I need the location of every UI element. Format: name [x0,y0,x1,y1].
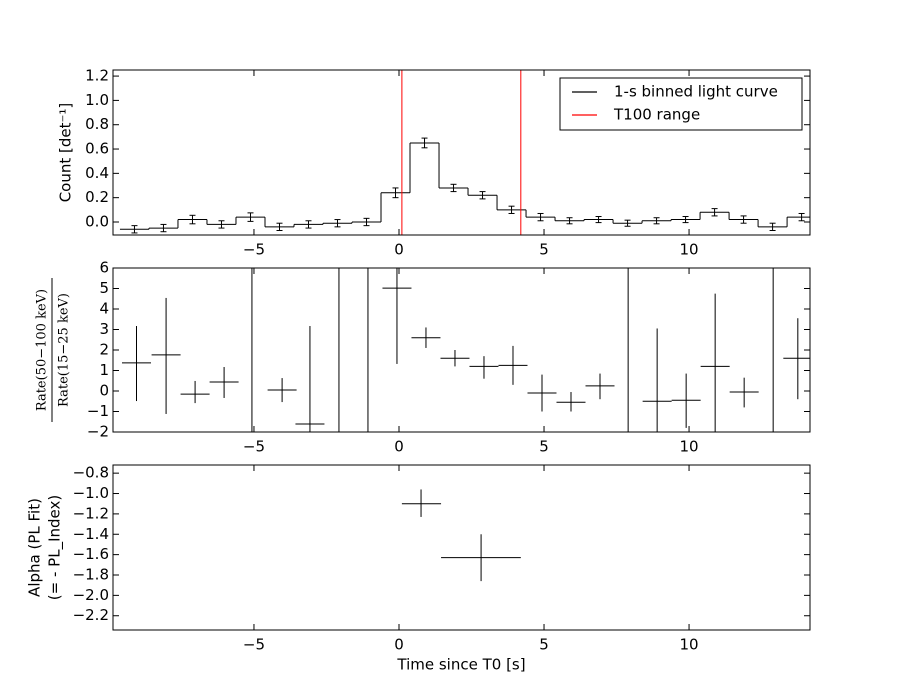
plot-area [119,70,810,235]
axes-frame [112,69,811,236]
y-tick-label: 0.6 [85,140,109,158]
y-tick-label: −1.8 [73,566,109,584]
plot-area [401,489,521,582]
y-tick-label: −1 [87,402,109,420]
legend-label: T100 range [613,106,700,124]
axes-frame [112,464,811,631]
x-tick-label: −5 [243,636,265,654]
y-tick-label: −1.2 [73,504,109,522]
y-tick-label: 0.2 [85,188,109,206]
x-tick-label: 10 [680,241,699,259]
y-tick-label: −1.4 [73,525,109,543]
y-tick-label: −0.8 [73,464,109,482]
legend-label: 1-s binned light curve [614,83,778,101]
y-axis-label: (= - PL_Index) [46,495,65,600]
y-tick-label: 1.2 [85,67,109,85]
y-tick-label: 0.8 [85,115,109,133]
y-tick-label: 5 [99,279,109,297]
y-axis-label-numerator: Rate(50−100 keV) [35,289,50,411]
y-tick-label: 0 [99,382,109,400]
legend-box [559,77,803,131]
x-axis-label: Time since T0 [s] [396,656,525,674]
y-tick-label: 1 [99,361,109,379]
x-tick-label: −5 [243,438,265,456]
x-tick-label: 0 [394,438,404,456]
x-tick-label: 5 [539,636,549,654]
x-tick-label: 0 [394,636,404,654]
y-tick-label: 4 [99,300,109,318]
y-tick-label: −1.6 [73,545,109,563]
x-tick-label: −5 [243,241,265,259]
y-axis-label-denominator: Rate(15−25 keV) [57,293,72,407]
y-tick-label: 2 [99,341,109,359]
axes-frame [112,267,811,433]
y-tick-label: −2.0 [73,586,109,604]
x-tick-label: 0 [394,241,404,259]
y-tick-label: −2 [87,423,109,441]
y-tick-label: −1.0 [73,484,109,502]
y-tick-label: 0.0 [85,212,109,230]
y-tick-label: 1.0 [85,91,109,109]
y-tick-label: −2.2 [73,606,109,624]
y-tick-label: 3 [99,320,109,338]
x-tick-label: 10 [680,438,699,456]
x-tick-label: 5 [539,241,549,259]
y-tick-label: 6 [99,259,109,277]
x-tick-label: 5 [539,438,549,456]
y-axis-label: Count [det⁻¹] [57,103,75,203]
plot-area [121,268,810,432]
x-tick-label: 10 [680,636,699,654]
y-axis-label: Alpha (PL Fit) [26,498,44,597]
y-tick-label: 0.4 [85,164,109,182]
